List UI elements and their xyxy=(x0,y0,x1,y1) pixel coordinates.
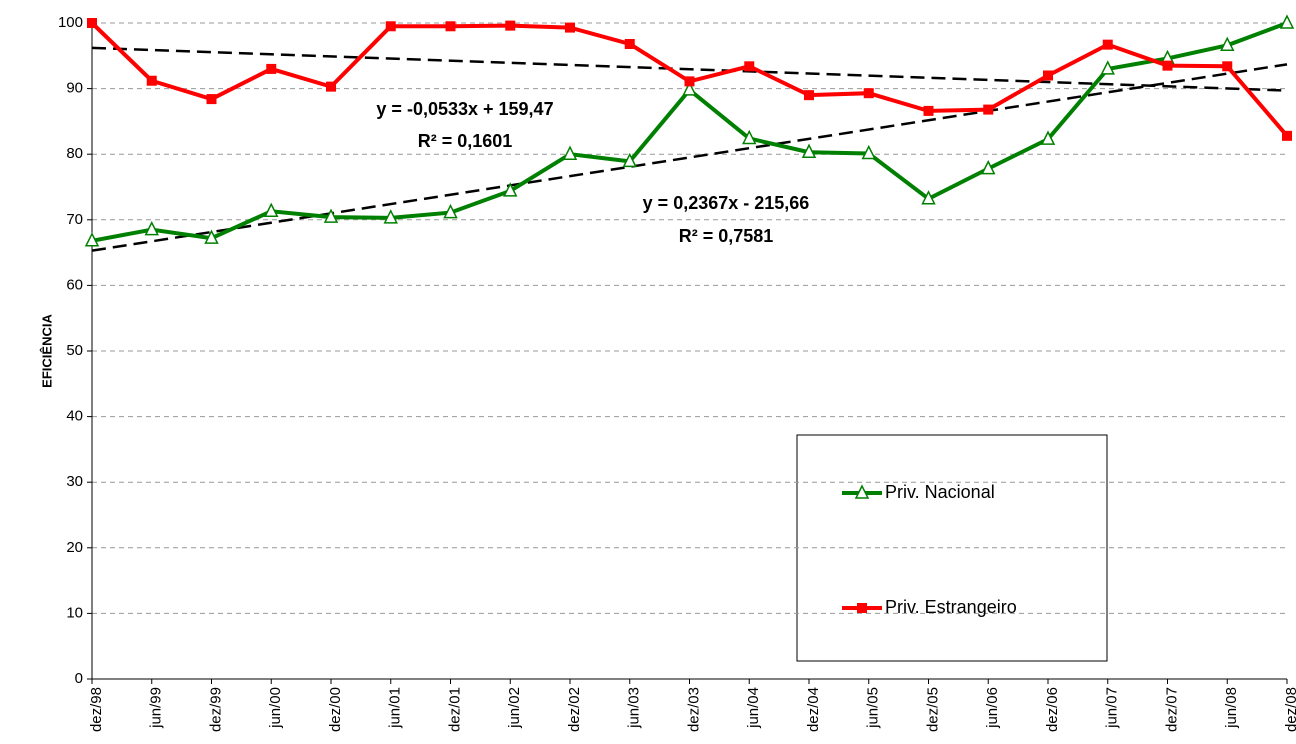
point xyxy=(861,144,876,160)
annotation: R² = 0,1601 xyxy=(418,131,513,151)
point xyxy=(445,21,456,32)
point xyxy=(804,90,814,101)
x-tick-label: dez/00 xyxy=(327,687,344,732)
point xyxy=(1043,70,1053,81)
y-tick-label: 20 xyxy=(66,539,83,556)
point xyxy=(562,145,578,160)
point xyxy=(206,94,217,105)
point xyxy=(622,152,637,168)
point xyxy=(1282,130,1292,141)
x-tick-label: jun/03 xyxy=(626,687,643,729)
point xyxy=(1220,36,1235,52)
y-tick-label: 30 xyxy=(66,473,83,490)
x-tick-label: jun/06 xyxy=(984,687,1001,729)
y-tick-label: 90 xyxy=(66,80,83,97)
point xyxy=(624,38,635,49)
x-tick-label: dez/07 xyxy=(1163,687,1180,732)
point xyxy=(146,75,157,86)
point xyxy=(682,81,697,96)
point xyxy=(565,22,575,33)
x-tick-label: dez/98 xyxy=(88,687,105,732)
point xyxy=(921,190,936,205)
point xyxy=(1102,39,1113,50)
point xyxy=(684,76,695,87)
y-axis-label: EFICIÊNCIA xyxy=(39,314,54,388)
x-tick-label: dez/08 xyxy=(1283,687,1296,732)
point xyxy=(923,105,934,116)
point xyxy=(801,143,817,158)
point xyxy=(385,21,396,32)
point xyxy=(1162,60,1173,71)
point xyxy=(1222,61,1233,72)
x-tick-label: dez/01 xyxy=(446,687,463,732)
x-tick-label: jun/05 xyxy=(865,687,882,729)
y-tick-label: 0 xyxy=(75,670,83,687)
x-tick-label: jun/04 xyxy=(745,687,762,729)
point xyxy=(264,202,279,218)
x-tick-label: dez/06 xyxy=(1044,687,1061,732)
x-tick-label: jun/08 xyxy=(1223,687,1240,729)
x-tick-label: jun/02 xyxy=(506,687,523,729)
x-tick-label: jun/07 xyxy=(1104,687,1121,729)
y-tick-label: 50 xyxy=(66,342,83,359)
trendline xyxy=(91,46,1288,92)
x-tick-label: dez/04 xyxy=(805,687,822,732)
y-tick-label: 10 xyxy=(66,604,83,621)
legend-label: Priv. Nacional xyxy=(885,482,995,502)
point xyxy=(1100,60,1115,75)
x-tick-label: jun/00 xyxy=(267,687,284,729)
point xyxy=(326,81,336,92)
point xyxy=(1040,130,1056,145)
point xyxy=(443,203,458,219)
y-tick-label: 70 xyxy=(66,211,83,228)
legend-label: Priv. Estrangeiro xyxy=(885,597,1017,617)
point xyxy=(744,61,755,72)
point xyxy=(84,232,100,247)
point xyxy=(1279,14,1295,29)
point xyxy=(742,129,757,145)
legend-marker xyxy=(857,603,867,613)
y-tick-label: 40 xyxy=(66,408,83,425)
point xyxy=(983,104,994,115)
x-tick-label: dez/05 xyxy=(924,687,941,732)
x-tick-label: dez/03 xyxy=(685,687,702,732)
x-tick-label: dez/99 xyxy=(207,687,224,732)
point xyxy=(863,88,874,99)
y-tick-label: 60 xyxy=(66,276,83,293)
annotation: y = -0,0533x + 159,47 xyxy=(376,99,553,119)
point xyxy=(503,182,518,197)
trendline xyxy=(91,63,1288,252)
point xyxy=(323,208,339,223)
point xyxy=(266,63,277,74)
point xyxy=(383,209,398,224)
point xyxy=(981,159,996,175)
point xyxy=(505,20,516,31)
y-tick-label: 80 xyxy=(66,145,83,162)
point xyxy=(144,220,159,236)
x-tick-label: dez/02 xyxy=(566,687,583,732)
y-tick-label: 100 xyxy=(58,14,83,31)
annotation: y = 0,2367x - 215,66 xyxy=(643,193,810,213)
point xyxy=(204,229,219,244)
legend-marker xyxy=(854,484,870,499)
x-tick-label: jun/01 xyxy=(387,687,404,729)
point xyxy=(87,18,97,28)
x-tick-label: jun/99 xyxy=(148,687,165,729)
annotation: R² = 0,7581 xyxy=(679,226,774,246)
